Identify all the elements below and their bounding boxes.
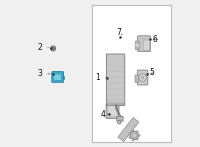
Bar — [107, 103, 124, 105]
Circle shape — [141, 76, 144, 79]
Bar — [63, 76, 64, 79]
Circle shape — [51, 46, 56, 51]
Text: 3: 3 — [38, 69, 42, 78]
FancyBboxPatch shape — [138, 36, 150, 51]
FancyBboxPatch shape — [52, 72, 63, 82]
FancyBboxPatch shape — [143, 40, 149, 50]
Circle shape — [135, 43, 140, 48]
Circle shape — [136, 131, 138, 133]
Text: 7: 7 — [116, 27, 121, 36]
Bar — [92, 5, 171, 142]
Circle shape — [129, 137, 131, 139]
Circle shape — [138, 134, 140, 136]
FancyBboxPatch shape — [54, 74, 61, 80]
Circle shape — [132, 139, 134, 141]
Circle shape — [129, 132, 131, 134]
Text: 2: 2 — [38, 43, 42, 52]
Circle shape — [136, 138, 138, 140]
Polygon shape — [118, 118, 139, 142]
Text: 6: 6 — [153, 35, 158, 44]
FancyBboxPatch shape — [106, 54, 125, 105]
Text: 5: 5 — [149, 68, 154, 77]
Circle shape — [139, 74, 146, 81]
FancyBboxPatch shape — [108, 106, 117, 117]
FancyBboxPatch shape — [137, 70, 148, 85]
Circle shape — [132, 133, 137, 138]
FancyBboxPatch shape — [106, 104, 119, 118]
FancyBboxPatch shape — [135, 75, 139, 82]
Text: 1: 1 — [95, 73, 100, 82]
Circle shape — [52, 47, 54, 50]
FancyBboxPatch shape — [135, 41, 139, 50]
Circle shape — [130, 131, 139, 140]
Circle shape — [117, 121, 121, 124]
Text: 4: 4 — [100, 111, 105, 120]
Circle shape — [132, 130, 134, 132]
FancyBboxPatch shape — [117, 116, 123, 121]
